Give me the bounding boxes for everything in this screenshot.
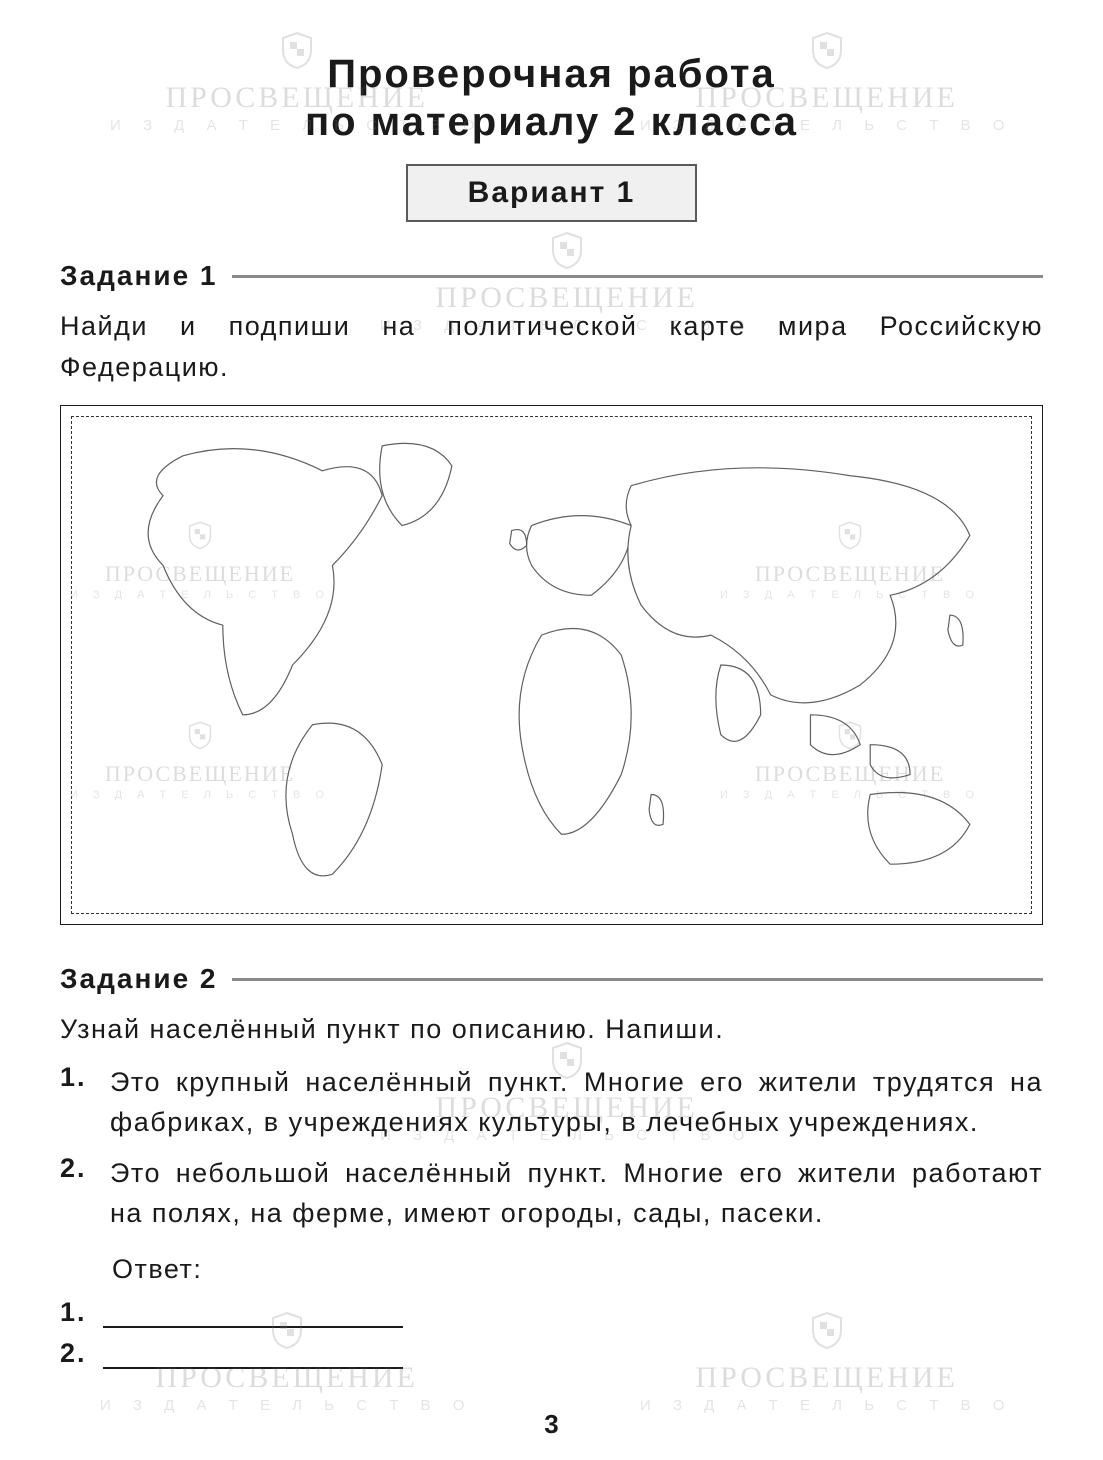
answer-row: 2. (60, 1338, 1043, 1369)
answer-number: 2. (60, 1338, 87, 1369)
answer-number: 1. (60, 1297, 87, 1328)
answer-label: Ответ: (112, 1254, 1043, 1285)
dash-left (71, 416, 72, 914)
list-item: 2. Это небольшой населённый пункт. Многи… (60, 1153, 1043, 1234)
list-item: 1. Это крупный населённый пункт. Многие … (60, 1062, 1043, 1143)
task-2-list: 1. Это крупный населённый пункт. Многие … (60, 1062, 1043, 1234)
answer-row: 1. (60, 1297, 1043, 1328)
answer-blank[interactable] (103, 1341, 403, 1369)
divider (232, 978, 1043, 981)
page: Проверочная работа по материалу 2 класса… (0, 0, 1103, 1460)
task-1-prompt: Найди и подпиши на политической карте ми… (60, 306, 1043, 387)
answer-lines: 1. 2. (60, 1297, 1043, 1369)
answer-blank[interactable] (103, 1300, 403, 1328)
title-line-2: по материалу 2 класса (60, 98, 1043, 146)
task-1-label: Задание 1 (60, 260, 218, 292)
divider (232, 275, 1043, 278)
task-2-label: Задание 2 (60, 963, 218, 995)
variant-box: Вариант 1 (406, 164, 698, 222)
world-map-icon (71, 416, 1032, 914)
title-line-1: Проверочная работа (60, 50, 1043, 98)
item-text: Это небольшой населённый пункт. Многие е… (110, 1153, 1043, 1234)
title-block: Проверочная работа по материалу 2 класса… (60, 50, 1043, 222)
task-1-header: Задание 1 (60, 260, 1043, 292)
item-number: 1. (60, 1062, 96, 1143)
item-text: Это крупный населённый пункт. Многие его… (110, 1062, 1043, 1143)
world-map-frame (60, 405, 1043, 925)
page-number: 3 (60, 1409, 1043, 1440)
dash-right (1031, 416, 1032, 914)
task-2-header: Задание 2 (60, 963, 1043, 995)
task-2-prompt: Узнай населённый пункт по описанию. Напи… (60, 1009, 1043, 1050)
item-number: 2. (60, 1153, 96, 1234)
